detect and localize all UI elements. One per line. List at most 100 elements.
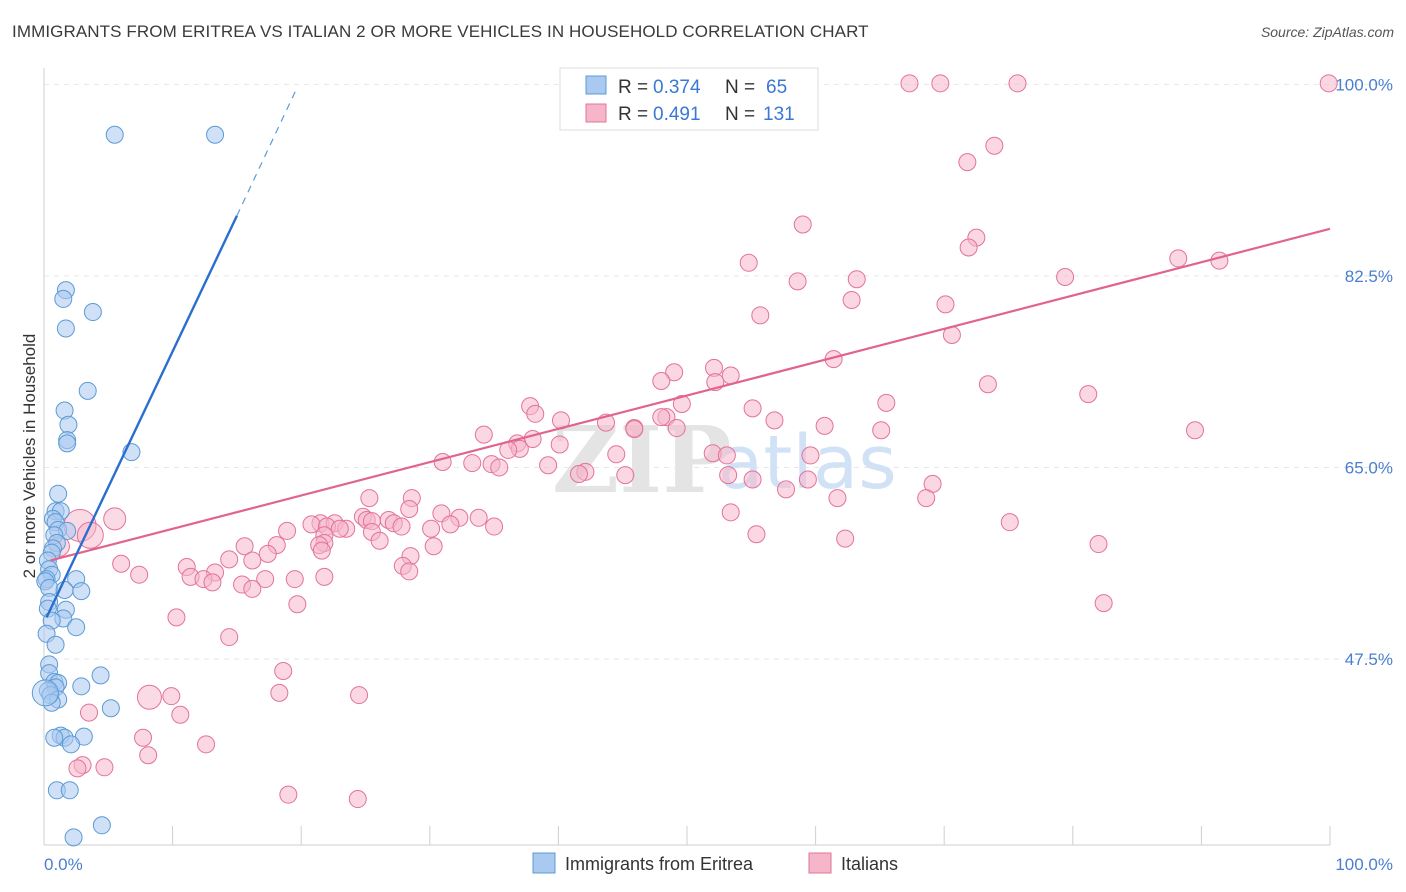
data-point: [330, 519, 349, 538]
data-point: [441, 515, 460, 534]
data-point: [721, 366, 740, 385]
data-point: [101, 699, 120, 718]
data-point: [350, 686, 369, 705]
data-point: [777, 480, 796, 499]
data-point: [424, 537, 443, 556]
data-point-large: [76, 521, 104, 549]
x-min-label: 0.0%: [44, 855, 83, 874]
data-point: [203, 573, 222, 592]
y-tick-label: 65.0%: [1345, 458, 1393, 477]
data-point: [348, 790, 367, 809]
data-point: [62, 735, 81, 754]
data-point: [258, 544, 277, 563]
data-point: [765, 411, 784, 430]
data-point: [80, 703, 99, 722]
data-point: [56, 319, 75, 338]
data-point: [1094, 594, 1113, 613]
data-point: [72, 582, 91, 601]
data-point: [433, 452, 452, 471]
eritrea-trend-line: [45, 215, 238, 618]
data-point: [288, 595, 307, 614]
data-point: [485, 517, 504, 536]
data-point: [1089, 535, 1108, 554]
series-legend-swatch-blue: [532, 852, 556, 874]
series-legend-label-pink: Italians: [841, 854, 898, 874]
data-point: [49, 484, 68, 503]
data-point: [847, 270, 866, 289]
data-point: [279, 785, 298, 804]
data-point: [312, 541, 331, 560]
data-point: [220, 628, 239, 647]
data-point: [652, 371, 671, 390]
data-point: [422, 519, 441, 538]
data-point: [1169, 249, 1188, 268]
data-point: [1185, 421, 1204, 440]
data-point: [1000, 513, 1019, 532]
data-point: [801, 446, 820, 465]
data-point: [370, 531, 389, 550]
data-point: [274, 661, 293, 680]
data-point: [72, 677, 91, 696]
legend-r-label-2: R =: [618, 104, 648, 125]
data-point: [270, 683, 289, 702]
data-point: [130, 565, 149, 584]
data-point: [392, 517, 411, 536]
legend-r-value-1: 0.374: [653, 77, 701, 98]
data-point: [162, 687, 181, 706]
data-point: [958, 153, 977, 172]
data-point: [872, 421, 891, 440]
data-point: [256, 570, 275, 589]
data-point: [1056, 268, 1075, 287]
data-point: [877, 393, 896, 412]
data-point: [717, 446, 736, 465]
data-point: [985, 136, 1004, 155]
y-tick-labels: 47.5% 65.0% 82.5% 100.0%: [1335, 75, 1393, 669]
data-point: [936, 295, 955, 314]
trend-lines: [45, 89, 1331, 618]
data-point: [1210, 251, 1229, 270]
series-legend-swatch-pink: [808, 852, 832, 874]
data-point: [672, 394, 691, 413]
data-point: [959, 238, 978, 257]
data-point-large: [136, 684, 162, 710]
data-point: [46, 635, 65, 654]
data-point: [60, 781, 79, 800]
data-point: [469, 508, 488, 527]
eritrea-points: [31, 125, 225, 847]
data-point: [67, 618, 86, 637]
data-point: [743, 399, 762, 418]
data-point: [550, 435, 569, 454]
data-point: [616, 466, 635, 485]
source-credit: Source: ZipAtlas.com: [1260, 24, 1394, 40]
data-point: [105, 125, 124, 144]
data-point: [828, 489, 847, 508]
data-point: [721, 503, 740, 522]
gridlines: [44, 83, 1390, 660]
y-tick-label: 47.5%: [1345, 650, 1393, 669]
data-point: [243, 551, 262, 570]
series-legend-label-blue: Immigrants from Eritrea: [565, 854, 754, 874]
data-point: [815, 416, 834, 435]
data-point: [91, 666, 110, 685]
legend-swatch-blue: [585, 75, 607, 95]
data-point: [751, 306, 770, 325]
y-tick-label: 100.0%: [1335, 75, 1393, 94]
data-point: [112, 554, 131, 573]
data-point: [793, 215, 812, 234]
italians-points: [48, 74, 1338, 809]
data-point: [139, 746, 158, 765]
italians-trend-line: [50, 227, 1331, 562]
legend-r-label-1: R =: [618, 77, 648, 98]
data-point-large: [31, 679, 59, 707]
data-point: [83, 303, 102, 322]
data-point: [278, 521, 297, 540]
data-point: [1008, 74, 1027, 93]
legend-swatch-pink: [585, 103, 607, 123]
data-point: [400, 562, 419, 581]
legend-n-label-1: N =: [725, 77, 755, 98]
data-point: [285, 570, 304, 589]
series-legend: Immigrants from Eritrea Italians: [532, 852, 898, 874]
data-point: [539, 456, 558, 475]
data-point: [739, 253, 758, 272]
